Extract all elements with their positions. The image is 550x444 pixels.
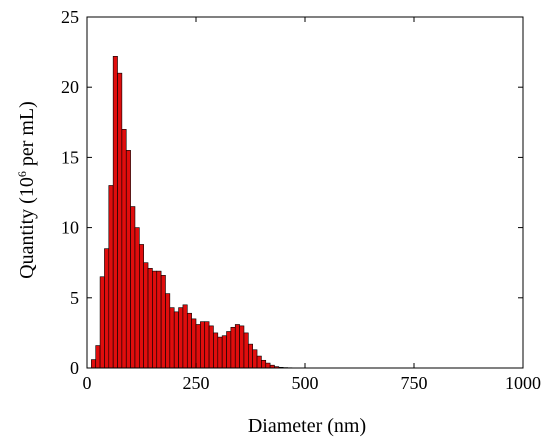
y-axis-label-suffix: per mL): [16, 101, 38, 171]
y-axis-label-prefix: Quantity (10: [16, 177, 38, 279]
histogram-bar: [217, 336, 223, 369]
histogram-bar: [130, 206, 136, 369]
x-tick-label: 0: [83, 373, 92, 393]
histogram-bar: [226, 331, 232, 369]
histogram-bar: [169, 307, 175, 369]
x-tick-label: 250: [183, 373, 210, 393]
histogram-bar: [108, 185, 114, 369]
histogram-bar: [91, 359, 97, 369]
histogram-bar: [117, 72, 123, 369]
histogram-bar: [234, 324, 240, 369]
histogram-bar: [99, 276, 105, 369]
histogram-bar: [261, 359, 267, 369]
histogram-bar: [195, 324, 201, 369]
histogram-bar: [165, 293, 171, 369]
histogram-bar: [125, 150, 131, 369]
x-axis-label: Diameter (nm): [248, 415, 366, 437]
histogram-bar: [213, 332, 219, 369]
histogram-bar: [104, 248, 110, 369]
histogram-bar: [256, 355, 262, 369]
y-tick-label: 5: [70, 288, 79, 308]
y-tick-label: 0: [70, 358, 79, 378]
histogram-bar: [221, 335, 227, 369]
bars-group: [91, 56, 297, 369]
x-tick-label: 500: [292, 373, 319, 393]
histogram-bar: [160, 275, 166, 369]
histogram-bar: [143, 262, 149, 369]
y-tick-label: 15: [61, 147, 79, 167]
ticks-group: 0 250 500 750 1000 0 5 10 15 20 25: [61, 7, 541, 393]
histogram-bar: [186, 312, 192, 369]
histogram-bar: [204, 321, 210, 369]
y-axis-label: Quantity (106 per mL): [15, 101, 38, 279]
histogram-bar: [95, 345, 101, 369]
histogram-bar: [121, 129, 127, 369]
y-axis-label-superscript: 6: [15, 171, 29, 177]
y-tick-label: 10: [61, 218, 79, 238]
histogram-bar: [182, 304, 188, 369]
histogram-bar: [239, 325, 245, 369]
histogram-bar: [178, 307, 184, 369]
histogram-bar: [134, 227, 140, 369]
histogram-bar: [152, 270, 158, 369]
histogram-bar: [112, 56, 118, 369]
histogram-bar: [139, 244, 144, 369]
histogram-bar: [208, 325, 214, 369]
y-tick-label: 25: [61, 7, 79, 27]
y-tick-label: 20: [61, 77, 79, 97]
histogram-bar: [243, 332, 249, 369]
histogram-bar: [248, 343, 253, 369]
histogram-bar: [230, 326, 236, 369]
x-tick-label: 750: [401, 373, 428, 393]
histogram-bar: [252, 349, 258, 369]
histogram-bar: [200, 321, 206, 369]
x-tick-label: 1000: [505, 373, 541, 393]
histogram-bar: [191, 318, 197, 369]
histogram-bar: [147, 268, 153, 369]
histogram-bar: [173, 311, 179, 369]
histogram-bar: [156, 270, 162, 369]
histogram-bar: [265, 362, 271, 369]
